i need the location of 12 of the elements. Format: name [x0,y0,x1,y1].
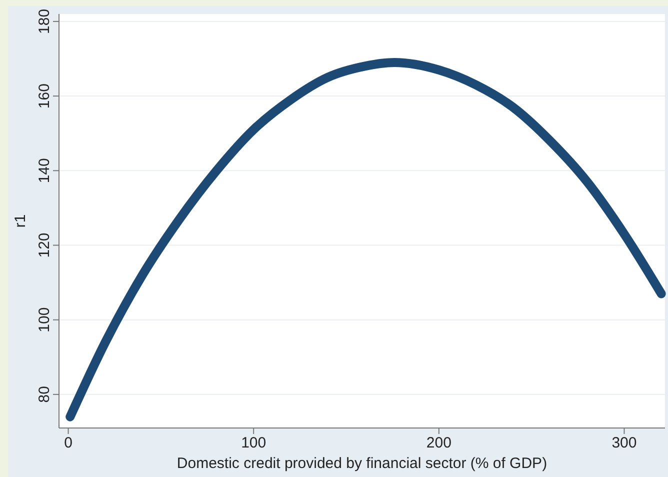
y-tick-label: 180 [36,8,53,34]
x-tick-label: 0 [64,434,72,452]
y-tick-label: 140 [36,158,53,184]
y-tick-label: 100 [36,307,53,332]
x-tick-label: 100 [241,434,266,452]
x-tick-label: 300 [612,434,637,452]
y-axis-title: r1 [12,214,29,228]
y-tick-label: 160 [36,84,53,109]
y-tick-label: 80 [36,386,53,403]
x-tick-label: 200 [426,434,452,452]
x-axis-title: Domestic credit provided by financial sector (% of GDP) [176,455,548,472]
y-tick-label: 120 [36,232,53,258]
